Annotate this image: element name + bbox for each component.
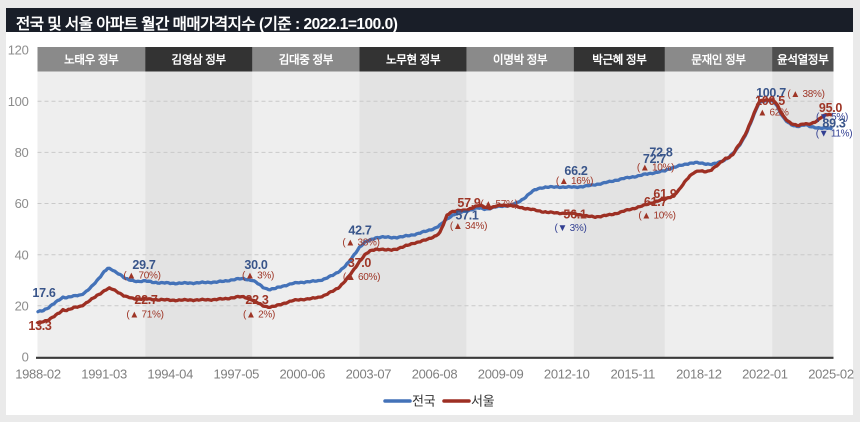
svg-text:1997-05: 1997-05 bbox=[213, 367, 259, 382]
svg-text:(▲ 16%): (▲ 16%) bbox=[556, 176, 593, 187]
svg-text:(▲ 71%): (▲ 71%) bbox=[126, 310, 163, 321]
svg-text:13.3: 13.3 bbox=[28, 319, 51, 333]
svg-text:1988-02: 1988-02 bbox=[15, 367, 61, 382]
svg-text:(▲ 38%): (▲ 38%) bbox=[342, 238, 379, 249]
svg-text:17.6: 17.6 bbox=[32, 286, 55, 300]
svg-text:95.0: 95.0 bbox=[819, 101, 842, 115]
svg-text:(▲ 2%): (▲ 2%) bbox=[243, 310, 275, 321]
svg-text:김대중 정부: 김대중 정부 bbox=[279, 53, 334, 67]
svg-text:(▼ 3%): (▼ 3%) bbox=[555, 223, 587, 234]
svg-text:100.7: 100.7 bbox=[756, 86, 786, 100]
svg-text:61.7: 61.7 bbox=[644, 195, 667, 209]
svg-text:(▲ 60%): (▲ 60%) bbox=[343, 272, 380, 283]
svg-text:(▼ 5%): (▼ 5%) bbox=[816, 112, 848, 123]
svg-text:2000-06: 2000-06 bbox=[279, 367, 325, 382]
svg-text:(▲ 10%): (▲ 10%) bbox=[637, 163, 674, 174]
svg-text:72.7: 72.7 bbox=[643, 152, 666, 166]
svg-text:(▲ 38%): (▲ 38%) bbox=[787, 89, 824, 100]
svg-text:20: 20 bbox=[15, 298, 29, 313]
svg-text:66.2: 66.2 bbox=[564, 164, 587, 178]
svg-text:▲ 62%: ▲ 62% bbox=[757, 108, 789, 119]
svg-text:1991-03: 1991-03 bbox=[81, 367, 127, 382]
svg-text:(▲ 57%): (▲ 57%) bbox=[480, 199, 517, 210]
svg-text:56.1: 56.1 bbox=[563, 208, 586, 222]
svg-text:2006-08: 2006-08 bbox=[412, 367, 458, 382]
svg-text:22.7: 22.7 bbox=[134, 293, 157, 307]
svg-text:2025-02: 2025-02 bbox=[808, 367, 854, 382]
svg-text:37.0: 37.0 bbox=[348, 256, 371, 270]
svg-text:(▼ 11%): (▼ 11%) bbox=[816, 129, 853, 140]
svg-text:61.9: 61.9 bbox=[653, 187, 676, 201]
svg-text:0: 0 bbox=[22, 350, 29, 365]
svg-text:전국: 전국 bbox=[412, 394, 436, 409]
svg-text:100: 100 bbox=[8, 94, 29, 109]
svg-text:2009-09: 2009-09 bbox=[478, 367, 524, 382]
svg-text:문재인 정부: 문재인 정부 bbox=[691, 53, 746, 67]
svg-text:57.1: 57.1 bbox=[455, 209, 478, 223]
svg-text:42.7: 42.7 bbox=[348, 224, 371, 238]
svg-text:노무현 정부: 노무현 정부 bbox=[386, 53, 441, 67]
svg-text:박근혜 정부: 박근혜 정부 bbox=[592, 53, 647, 67]
svg-text:윤석열정부: 윤석열정부 bbox=[777, 53, 829, 67]
svg-text:22.3: 22.3 bbox=[245, 293, 268, 307]
svg-text:1994-04: 1994-04 bbox=[147, 367, 193, 382]
svg-text:40: 40 bbox=[15, 247, 29, 262]
svg-text:노태우 정부: 노태우 정부 bbox=[64, 53, 119, 67]
svg-text:60: 60 bbox=[15, 196, 29, 211]
svg-text:2018-12: 2018-12 bbox=[676, 367, 722, 382]
svg-text:2003-07: 2003-07 bbox=[346, 367, 392, 382]
svg-text:(▲ 70%): (▲ 70%) bbox=[123, 271, 160, 282]
svg-text:29.7: 29.7 bbox=[132, 258, 155, 272]
svg-text:2022-01: 2022-01 bbox=[742, 367, 788, 382]
svg-text:(▲ 3%): (▲ 3%) bbox=[242, 271, 274, 282]
svg-text:2015-11: 2015-11 bbox=[610, 367, 655, 382]
svg-text:100.5: 100.5 bbox=[755, 94, 785, 108]
svg-text:57.9: 57.9 bbox=[457, 196, 480, 210]
svg-text:120: 120 bbox=[8, 43, 29, 58]
svg-text:김영삼 정부: 김영삼 정부 bbox=[172, 53, 227, 67]
svg-text:2012-10: 2012-10 bbox=[544, 367, 590, 382]
svg-text:72.8: 72.8 bbox=[649, 146, 672, 160]
svg-text:89.3: 89.3 bbox=[822, 117, 845, 131]
svg-text:30.0: 30.0 bbox=[244, 258, 267, 272]
svg-text:80: 80 bbox=[15, 145, 29, 160]
svg-text:(▲ 34%): (▲ 34%) bbox=[450, 221, 487, 232]
svg-text:서울: 서울 bbox=[471, 394, 495, 409]
svg-text:이명박 정부: 이명박 정부 bbox=[493, 53, 548, 67]
svg-text:(▲ 10%): (▲ 10%) bbox=[638, 211, 675, 222]
